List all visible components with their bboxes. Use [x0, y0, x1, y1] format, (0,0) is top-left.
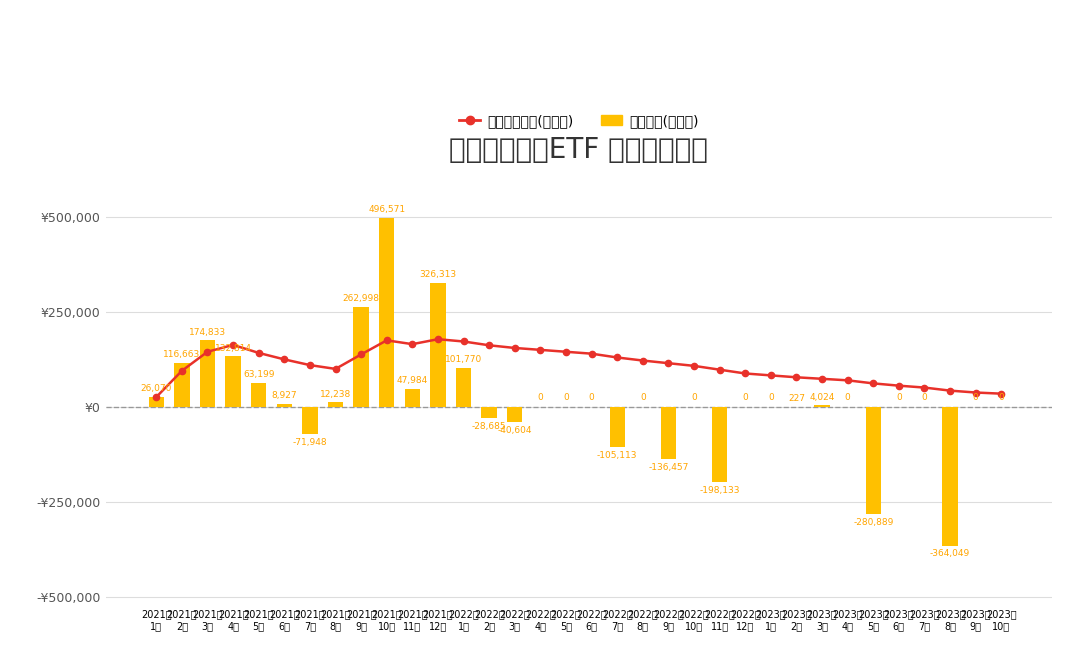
Text: 174,833: 174,833: [189, 328, 226, 337]
Text: 0: 0: [845, 393, 850, 403]
Text: 227: 227: [787, 394, 805, 403]
Bar: [379, 218, 395, 407]
Bar: [225, 357, 241, 407]
Text: 0: 0: [538, 393, 543, 403]
Text: -280,889: -280,889: [854, 518, 893, 527]
Text: 12,238: 12,238: [320, 389, 351, 399]
Text: -136,457: -136,457: [649, 463, 688, 472]
Text: 0: 0: [691, 393, 697, 403]
Bar: [148, 397, 164, 407]
Bar: [942, 407, 958, 546]
Title: トライオートETF 月別実現損益: トライオートETF 月別実現損益: [449, 136, 708, 163]
Text: 8,927: 8,927: [271, 391, 297, 400]
Legend: 平均実現損益(利確額), 実現損益(利確額): 平均実現損益(利確額), 実現損益(利確額): [453, 109, 704, 134]
Text: -71,948: -71,948: [292, 438, 328, 447]
Text: -364,049: -364,049: [930, 550, 970, 558]
Text: 101,770: 101,770: [445, 355, 482, 364]
Bar: [660, 407, 676, 459]
Bar: [507, 407, 523, 422]
Text: -40,604: -40,604: [497, 426, 532, 436]
Text: 0: 0: [563, 393, 569, 403]
Text: 4,024: 4,024: [810, 393, 834, 401]
Bar: [481, 407, 497, 418]
Text: 26,070: 26,070: [141, 384, 172, 393]
Bar: [609, 407, 625, 447]
Text: 262,998: 262,998: [343, 294, 380, 303]
Text: -198,133: -198,133: [699, 486, 739, 496]
Text: -105,113: -105,113: [596, 451, 637, 460]
Text: 0: 0: [999, 393, 1004, 403]
Text: 63,199: 63,199: [243, 370, 274, 379]
Text: 116,663: 116,663: [163, 350, 201, 358]
Text: 326,313: 326,313: [419, 270, 457, 279]
Bar: [712, 407, 728, 482]
Text: 0: 0: [768, 393, 774, 403]
Text: 0: 0: [743, 393, 748, 403]
Bar: [302, 407, 318, 434]
Bar: [353, 307, 369, 407]
Bar: [251, 383, 267, 407]
Text: 0: 0: [589, 393, 594, 403]
Bar: [814, 405, 830, 407]
Bar: [865, 407, 881, 514]
Text: 47,984: 47,984: [397, 376, 428, 385]
Text: -28,685: -28,685: [472, 422, 507, 431]
Bar: [430, 283, 446, 407]
Bar: [174, 362, 190, 407]
Text: 132,814: 132,814: [214, 343, 252, 353]
Bar: [404, 389, 420, 407]
Bar: [328, 403, 344, 407]
Text: 496,571: 496,571: [368, 205, 405, 214]
Text: 0: 0: [896, 393, 902, 403]
Bar: [456, 368, 472, 407]
Text: 0: 0: [973, 393, 978, 403]
Bar: [200, 341, 216, 407]
Bar: [276, 403, 292, 407]
Text: 0: 0: [640, 393, 646, 403]
Text: 0: 0: [922, 393, 927, 403]
